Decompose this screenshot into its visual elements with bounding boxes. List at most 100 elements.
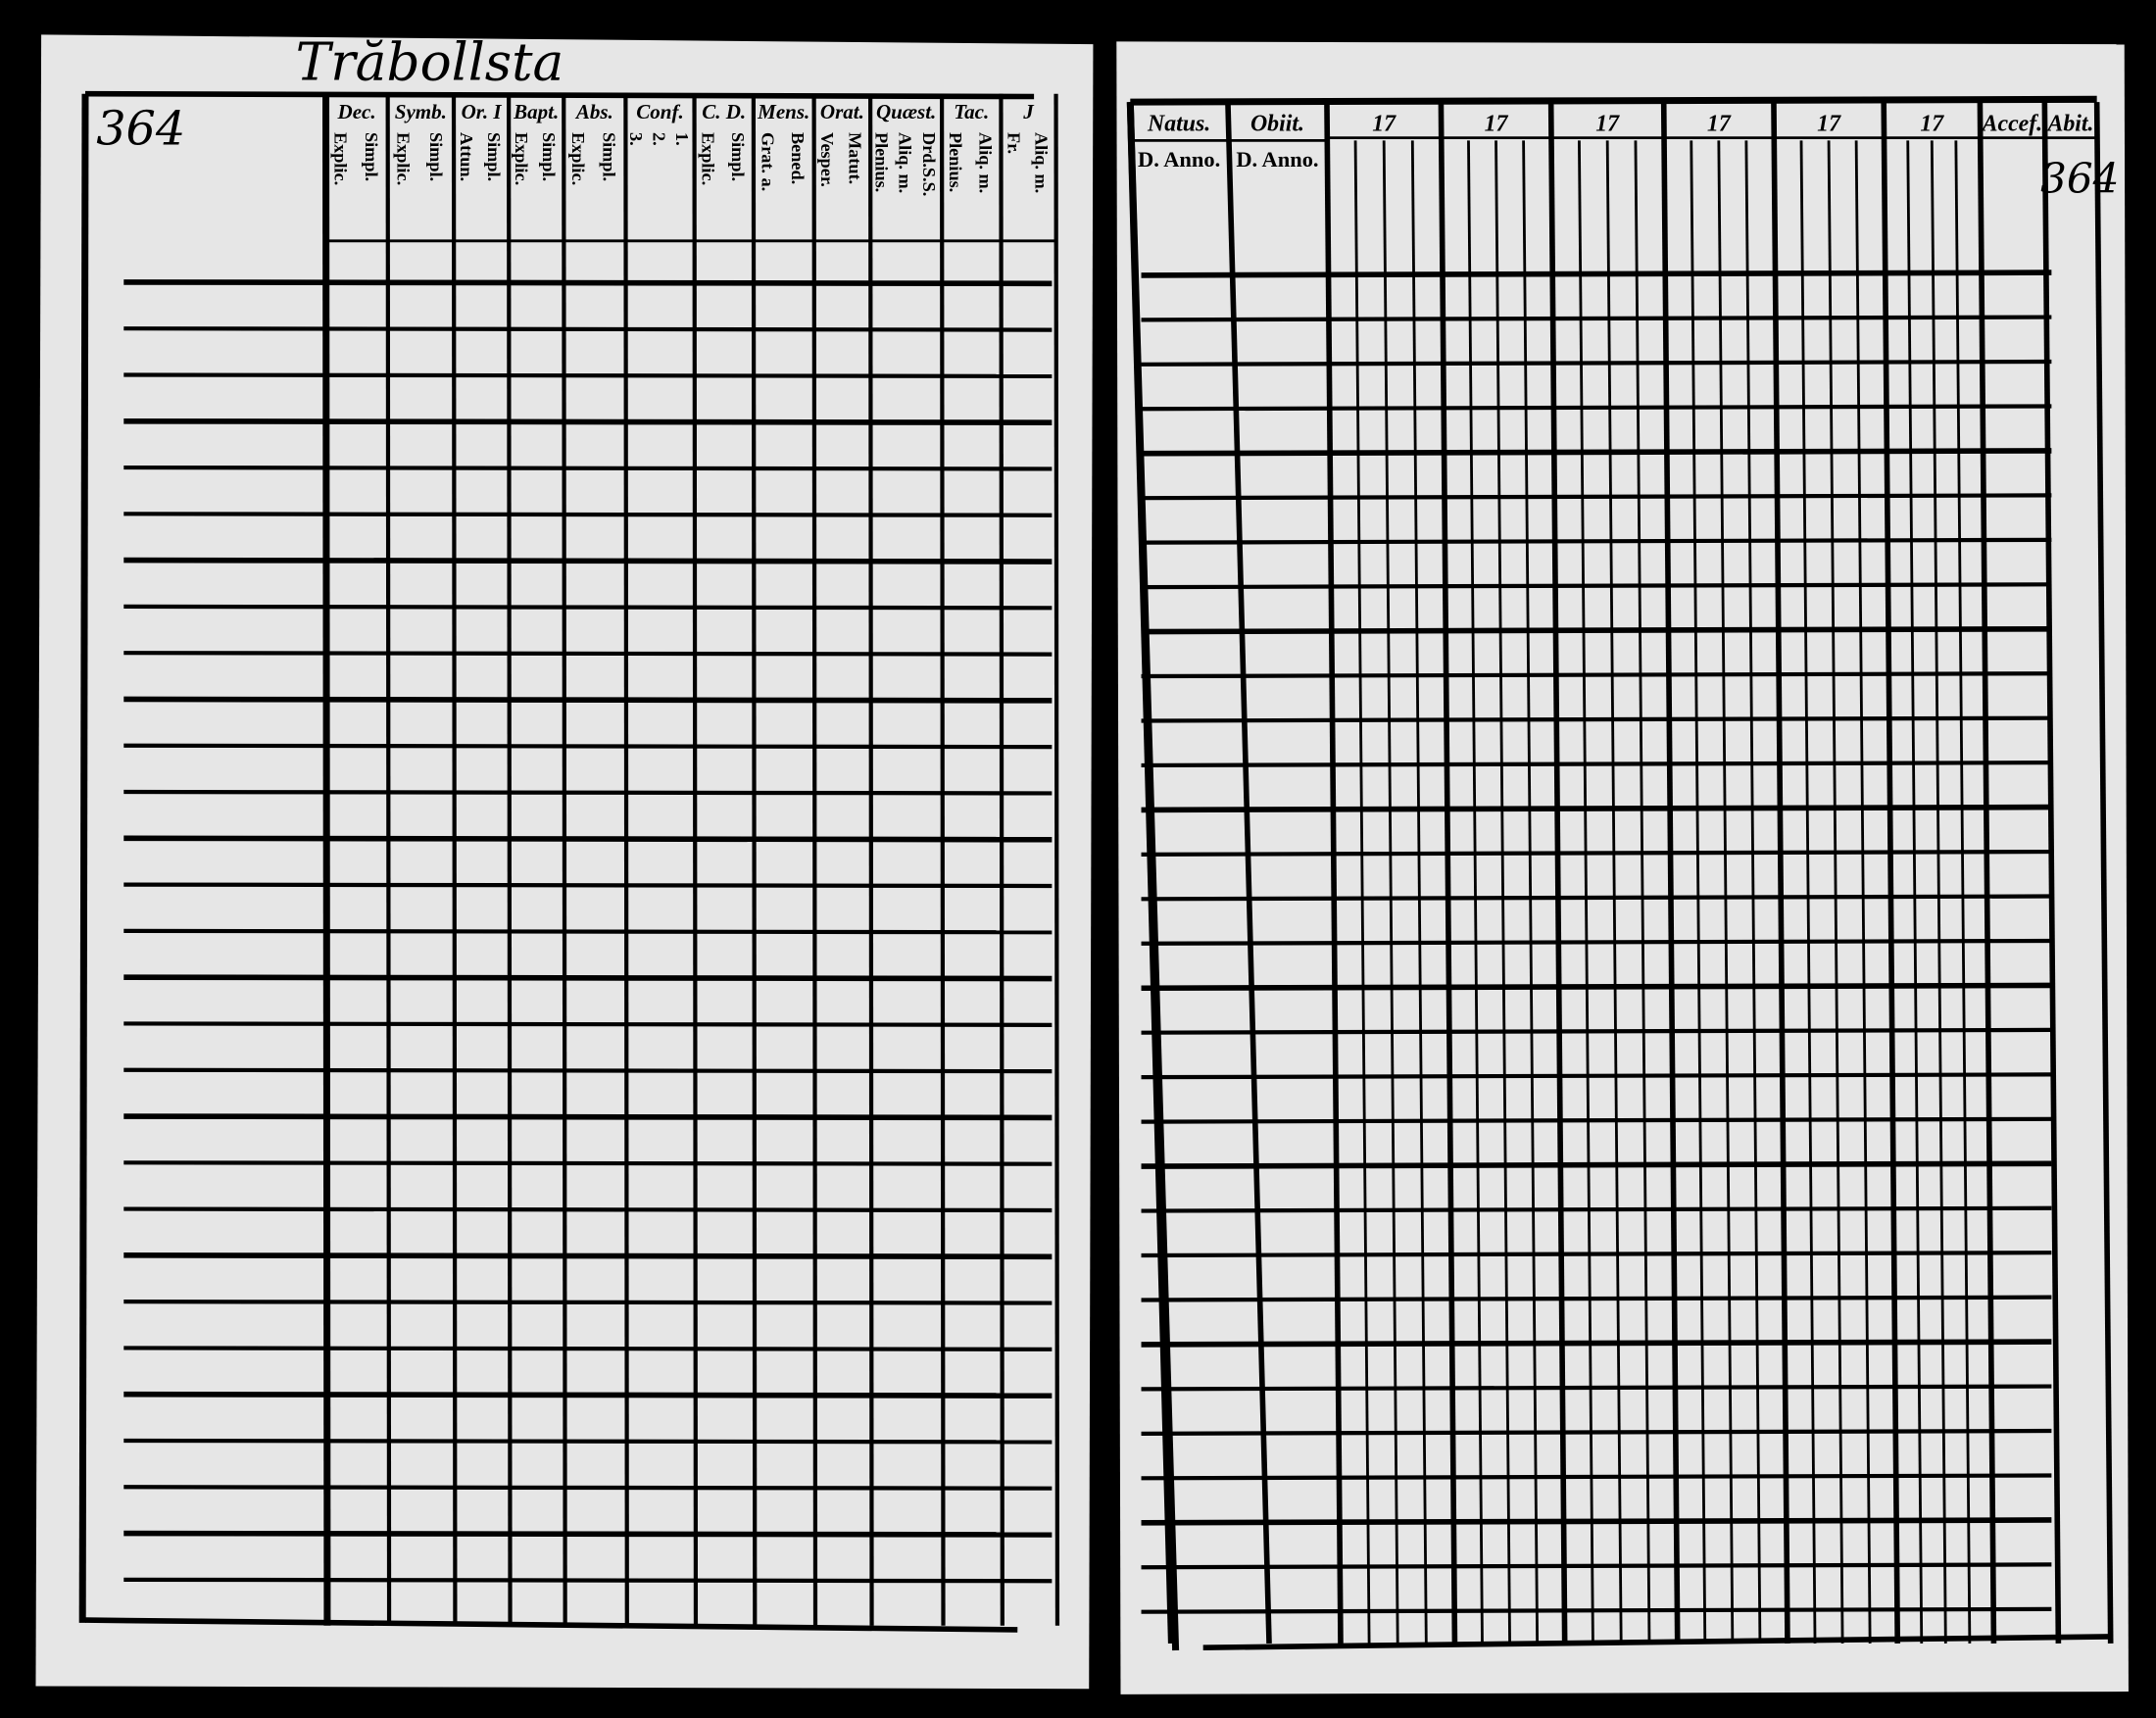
rule xyxy=(1467,140,1484,1644)
rule xyxy=(1141,894,2052,902)
right-page xyxy=(1116,41,2129,1694)
column-subheader: D. Anno. xyxy=(1138,147,1220,172)
column-header: Abit. xyxy=(2045,112,2093,137)
rule xyxy=(123,1300,1053,1305)
rule xyxy=(1141,537,2052,545)
column-subheader: Explic. xyxy=(568,132,588,185)
rule xyxy=(123,743,1053,750)
rule xyxy=(1141,1251,2052,1258)
rule xyxy=(1410,140,1428,1644)
rule xyxy=(1324,102,1344,1644)
rule xyxy=(1141,1606,2052,1614)
rule xyxy=(1854,140,1872,1644)
rule xyxy=(1578,140,1594,1644)
rule xyxy=(84,1617,1018,1633)
column-header: C. D. xyxy=(702,100,746,123)
rule xyxy=(1141,849,2052,857)
column-subheader: Explic. xyxy=(393,132,413,185)
column-header: Mens. xyxy=(757,100,809,123)
rule xyxy=(123,882,1053,889)
column-subheader: Fr. xyxy=(1004,132,1023,154)
page-number: 364 xyxy=(2040,155,2119,203)
rule xyxy=(1605,140,1623,1644)
rule xyxy=(1771,102,1790,1644)
rule xyxy=(123,928,1053,935)
column-subheader: D. Anno. xyxy=(1236,147,1318,172)
rule xyxy=(1827,140,1844,1644)
column-subheader: Matut. xyxy=(846,132,865,184)
rule xyxy=(1141,448,2052,457)
rule xyxy=(1141,761,2052,768)
rule xyxy=(811,93,818,1626)
rule xyxy=(1141,671,2052,679)
rule xyxy=(123,465,1053,471)
column-subheader: Explic. xyxy=(699,132,718,185)
rule xyxy=(123,372,1053,378)
rule xyxy=(1547,102,1568,1644)
rule xyxy=(123,1391,1053,1399)
rule xyxy=(1141,1295,2052,1302)
rule xyxy=(1126,102,1175,1644)
rule xyxy=(1977,102,1997,1644)
rule xyxy=(1141,404,2052,412)
rule xyxy=(1130,95,2097,106)
rule xyxy=(123,604,1053,611)
rule xyxy=(751,93,758,1626)
column-subheader: Aliq. m. xyxy=(896,132,915,193)
column-subheader: Simpl. xyxy=(426,132,446,181)
column-subheader: Explic. xyxy=(512,132,531,185)
rule xyxy=(123,417,1053,425)
rule xyxy=(1202,1634,2111,1650)
rule xyxy=(1799,140,1817,1644)
rule xyxy=(123,557,1053,564)
rule xyxy=(322,93,331,1626)
rule xyxy=(1141,1116,2052,1124)
column-subheader: Bened. xyxy=(788,132,808,184)
rule xyxy=(1141,270,2052,278)
column-subheader: Simpl. xyxy=(728,132,748,181)
column-subheader: Grat. a. xyxy=(758,132,777,191)
rule xyxy=(1054,93,1060,1626)
rule xyxy=(1690,140,1707,1644)
rule xyxy=(1954,140,1972,1644)
column-header: 17 xyxy=(1707,112,1732,137)
rule xyxy=(507,93,513,1626)
rule xyxy=(1141,625,2052,635)
rule xyxy=(123,1113,1053,1121)
column-header: Obiit. xyxy=(1250,112,1304,137)
rule xyxy=(123,1577,1053,1584)
rule xyxy=(123,1252,1053,1260)
rule xyxy=(123,1438,1053,1445)
rule xyxy=(1141,1517,2052,1526)
column-subheader: Drd.S.S. xyxy=(919,132,939,196)
rule xyxy=(1141,359,2052,367)
rule xyxy=(1634,140,1651,1644)
rule xyxy=(1141,1384,2052,1392)
rule xyxy=(123,1160,1053,1166)
rule xyxy=(123,326,1053,332)
rule xyxy=(1141,982,2052,992)
rule xyxy=(2041,102,2062,1644)
rule xyxy=(1141,315,2052,322)
rule xyxy=(123,1067,1053,1074)
column-header: Conf. xyxy=(636,100,684,123)
rule xyxy=(623,93,629,1626)
rule xyxy=(1141,1027,2052,1035)
column-subheader: Attun. xyxy=(457,132,476,181)
rule xyxy=(1141,493,2052,501)
rule xyxy=(78,93,89,1623)
rule xyxy=(1881,102,1901,1644)
rule xyxy=(123,974,1053,982)
rule xyxy=(1744,140,1762,1644)
rule xyxy=(123,1485,1053,1491)
rule xyxy=(1141,1339,2052,1348)
rule xyxy=(1141,938,2052,946)
rule xyxy=(123,512,1053,517)
rule xyxy=(1717,140,1735,1644)
column-header: 17 xyxy=(1817,112,1841,137)
rule xyxy=(123,835,1053,843)
column-subheader: Explic. xyxy=(330,132,350,185)
rule xyxy=(2093,102,2114,1644)
